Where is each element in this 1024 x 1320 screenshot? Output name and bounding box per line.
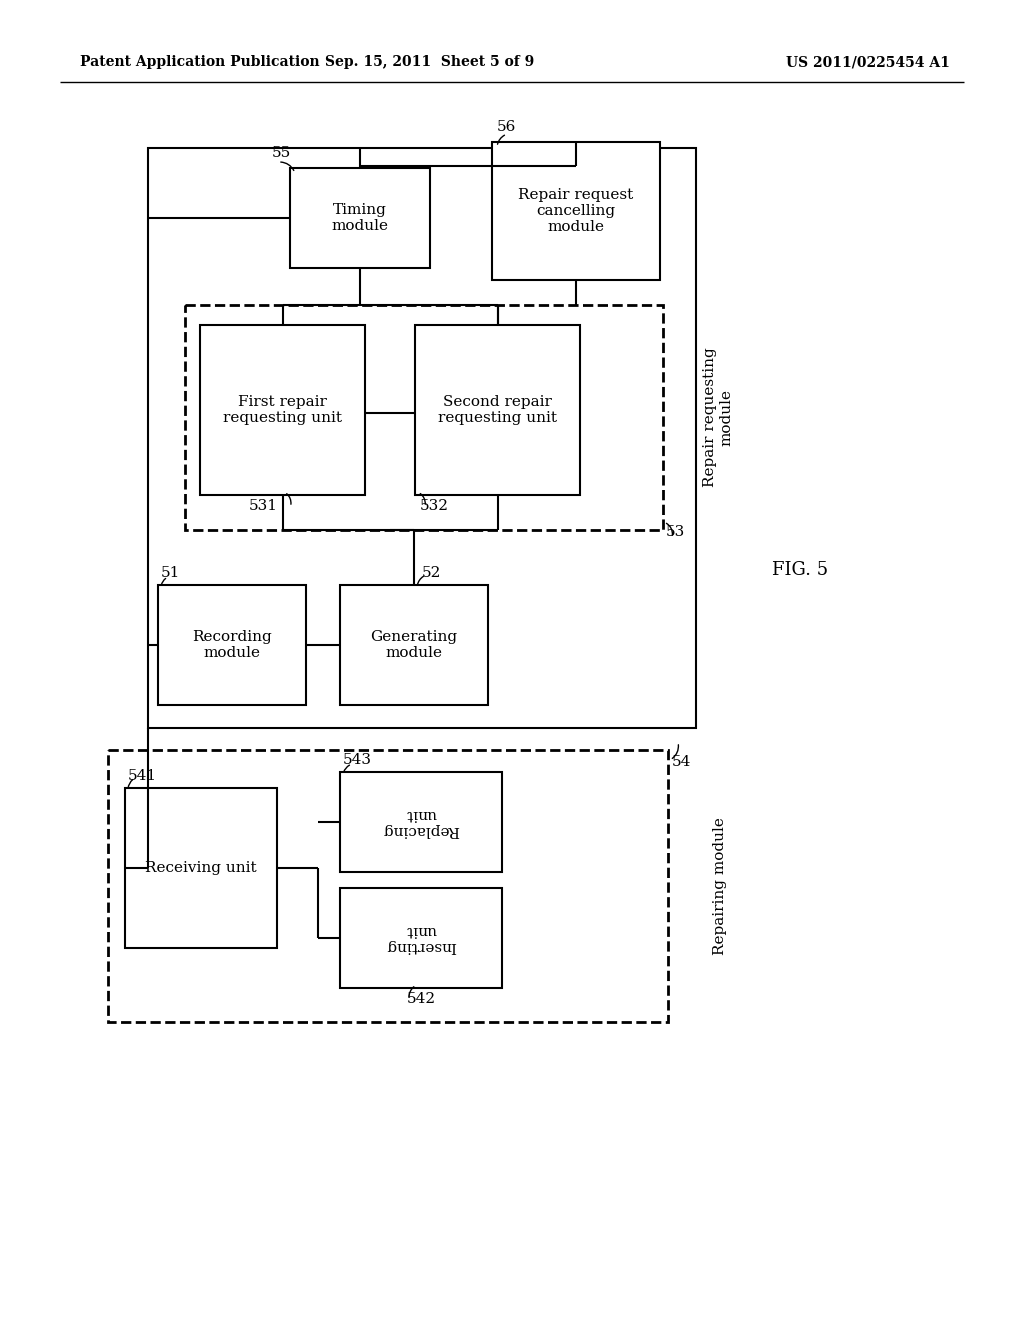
Text: Second repair
requesting unit: Second repair requesting unit [438, 395, 557, 425]
Text: Recording
module: Recording module [193, 630, 272, 660]
Text: 51: 51 [161, 566, 180, 579]
Text: 531: 531 [249, 499, 278, 513]
Text: 55: 55 [272, 147, 291, 160]
Text: Timing
module: Timing module [332, 203, 388, 234]
Text: Repairing module: Repairing module [713, 817, 727, 954]
Text: US 2011/0225454 A1: US 2011/0225454 A1 [786, 55, 950, 69]
Text: 541: 541 [128, 770, 157, 783]
Text: Receiving unit: Receiving unit [145, 861, 257, 875]
Text: First repair
requesting unit: First repair requesting unit [223, 395, 342, 425]
Bar [340, 888, 502, 987]
Bar [148, 148, 696, 729]
Bar [290, 168, 430, 268]
Text: 56: 56 [497, 120, 516, 135]
Bar [340, 772, 502, 873]
Text: 53: 53 [666, 525, 685, 539]
Text: 52: 52 [422, 566, 440, 579]
Text: Repair request
cancelling
module: Repair request cancelling module [518, 187, 634, 234]
Text: Replacing
unit: Replacing unit [382, 807, 460, 837]
Bar [125, 788, 278, 948]
Text: Inserting
unit: Inserting unit [386, 923, 457, 953]
Bar [108, 750, 668, 1022]
Bar [200, 325, 365, 495]
Bar [185, 305, 663, 531]
Bar [340, 585, 488, 705]
Text: 543: 543 [343, 752, 372, 767]
Text: Patent Application Publication: Patent Application Publication [80, 55, 319, 69]
Text: 532: 532 [420, 499, 449, 513]
Bar [158, 585, 306, 705]
Text: 54: 54 [672, 755, 691, 770]
Text: 542: 542 [407, 993, 435, 1006]
Text: Sep. 15, 2011  Sheet 5 of 9: Sep. 15, 2011 Sheet 5 of 9 [326, 55, 535, 69]
Bar [492, 143, 660, 280]
Text: FIG. 5: FIG. 5 [772, 561, 828, 579]
Text: Generating
module: Generating module [371, 630, 458, 660]
Bar [415, 325, 580, 495]
Text: Repair requesting
module: Repair requesting module [702, 347, 733, 487]
